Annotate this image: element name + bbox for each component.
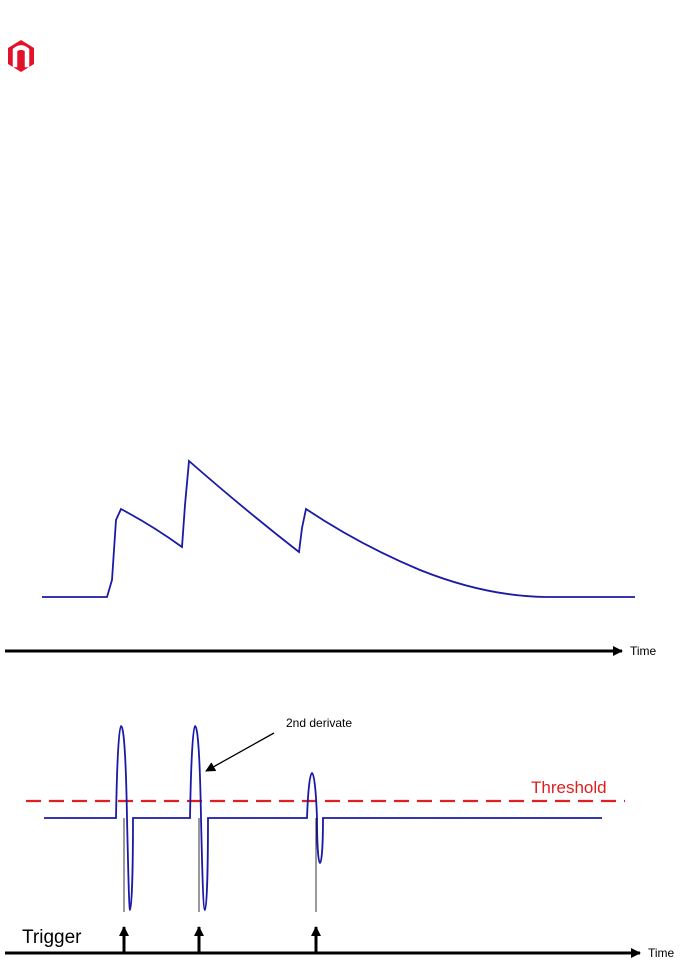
annotation-pointer-arrow (205, 732, 275, 772)
annotation-label: 2nd derivate (286, 716, 352, 730)
trigger-markers (119, 818, 321, 953)
top-axis-time-label: Time (630, 644, 657, 658)
second-derivative-curve (44, 725, 602, 911)
pulse-signal-curve (42, 459, 635, 598)
logo-hexagon (8, 40, 34, 72)
logo-letter-n (12, 45, 30, 68)
brand-logo (8, 40, 34, 72)
threshold-label: Threshold (531, 778, 607, 797)
bottom-axis-time-label: Time (648, 946, 675, 960)
trigger-label: Trigger (22, 927, 82, 948)
